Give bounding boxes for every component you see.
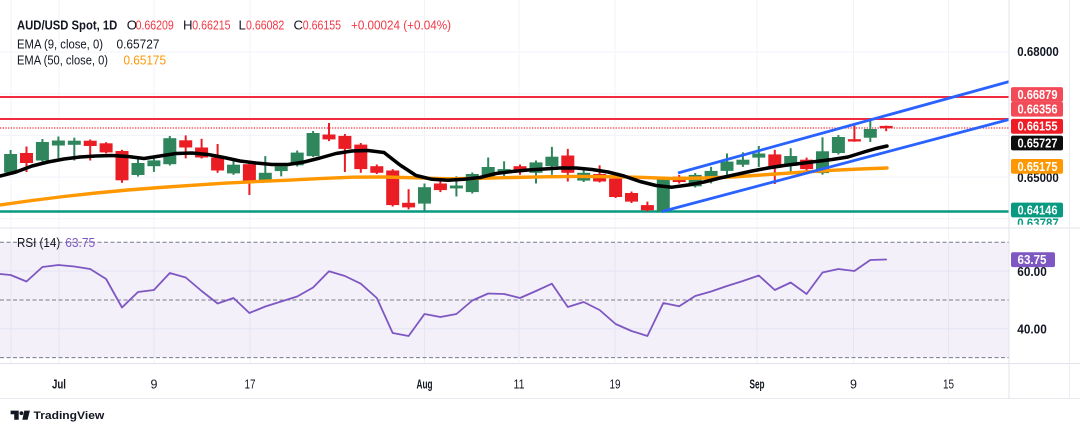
svg-text:0.64146: 0.64146 bbox=[1018, 203, 1058, 217]
svg-text:C: C bbox=[294, 18, 304, 33]
svg-text:Aug: Aug bbox=[417, 378, 433, 392]
svg-text:15: 15 bbox=[943, 378, 954, 392]
svg-text:19: 19 bbox=[610, 378, 621, 392]
svg-text:0.65727: 0.65727 bbox=[1018, 136, 1058, 150]
svg-text:0.66209: 0.66209 bbox=[136, 18, 174, 33]
svg-text:63.75: 63.75 bbox=[1018, 253, 1047, 267]
svg-text:EMA (50, close, 0): EMA (50, close, 0) bbox=[17, 53, 108, 68]
svg-text:EMA (9, close, 0): EMA (9, close, 0) bbox=[17, 37, 103, 52]
svg-text:0.66215: 0.66215 bbox=[192, 18, 230, 33]
svg-text:0.66082: 0.66082 bbox=[246, 18, 284, 33]
svg-text:40.00: 40.00 bbox=[1017, 322, 1047, 337]
svg-text:0.66879: 0.66879 bbox=[1018, 88, 1058, 102]
svg-text:RSI (14): RSI (14) bbox=[17, 235, 60, 250]
svg-text:O: O bbox=[127, 18, 137, 33]
svg-text:0.65727: 0.65727 bbox=[117, 37, 160, 52]
svg-text:0.66155: 0.66155 bbox=[303, 18, 341, 33]
svg-text:0.66155: 0.66155 bbox=[1018, 120, 1058, 134]
svg-text:TradingView: TradingView bbox=[34, 410, 106, 422]
svg-text:Sep: Sep bbox=[750, 378, 765, 392]
svg-text:0.65175: 0.65175 bbox=[1018, 160, 1058, 174]
svg-text:0.65175: 0.65175 bbox=[124, 53, 167, 68]
svg-text:0.66356: 0.66356 bbox=[1018, 103, 1058, 117]
svg-text:9: 9 bbox=[850, 378, 857, 392]
svg-text:H: H bbox=[183, 18, 193, 33]
svg-text:17: 17 bbox=[245, 378, 256, 392]
svg-text:Jul: Jul bbox=[52, 378, 66, 392]
svg-text:63.75: 63.75 bbox=[65, 235, 95, 250]
svg-text:60.00: 60.00 bbox=[1017, 264, 1047, 279]
svg-text:9: 9 bbox=[151, 378, 158, 392]
svg-text:L: L bbox=[239, 18, 246, 33]
svg-text:0.68000: 0.68000 bbox=[1017, 44, 1058, 59]
svg-text:0.63787: 0.63787 bbox=[1017, 215, 1058, 230]
svg-text:AUD/USD Spot, 1D: AUD/USD Spot, 1D bbox=[17, 18, 117, 33]
svg-text:+0.00024 (+0.04%): +0.00024 (+0.04%) bbox=[351, 18, 451, 33]
svg-text:11: 11 bbox=[514, 378, 525, 392]
